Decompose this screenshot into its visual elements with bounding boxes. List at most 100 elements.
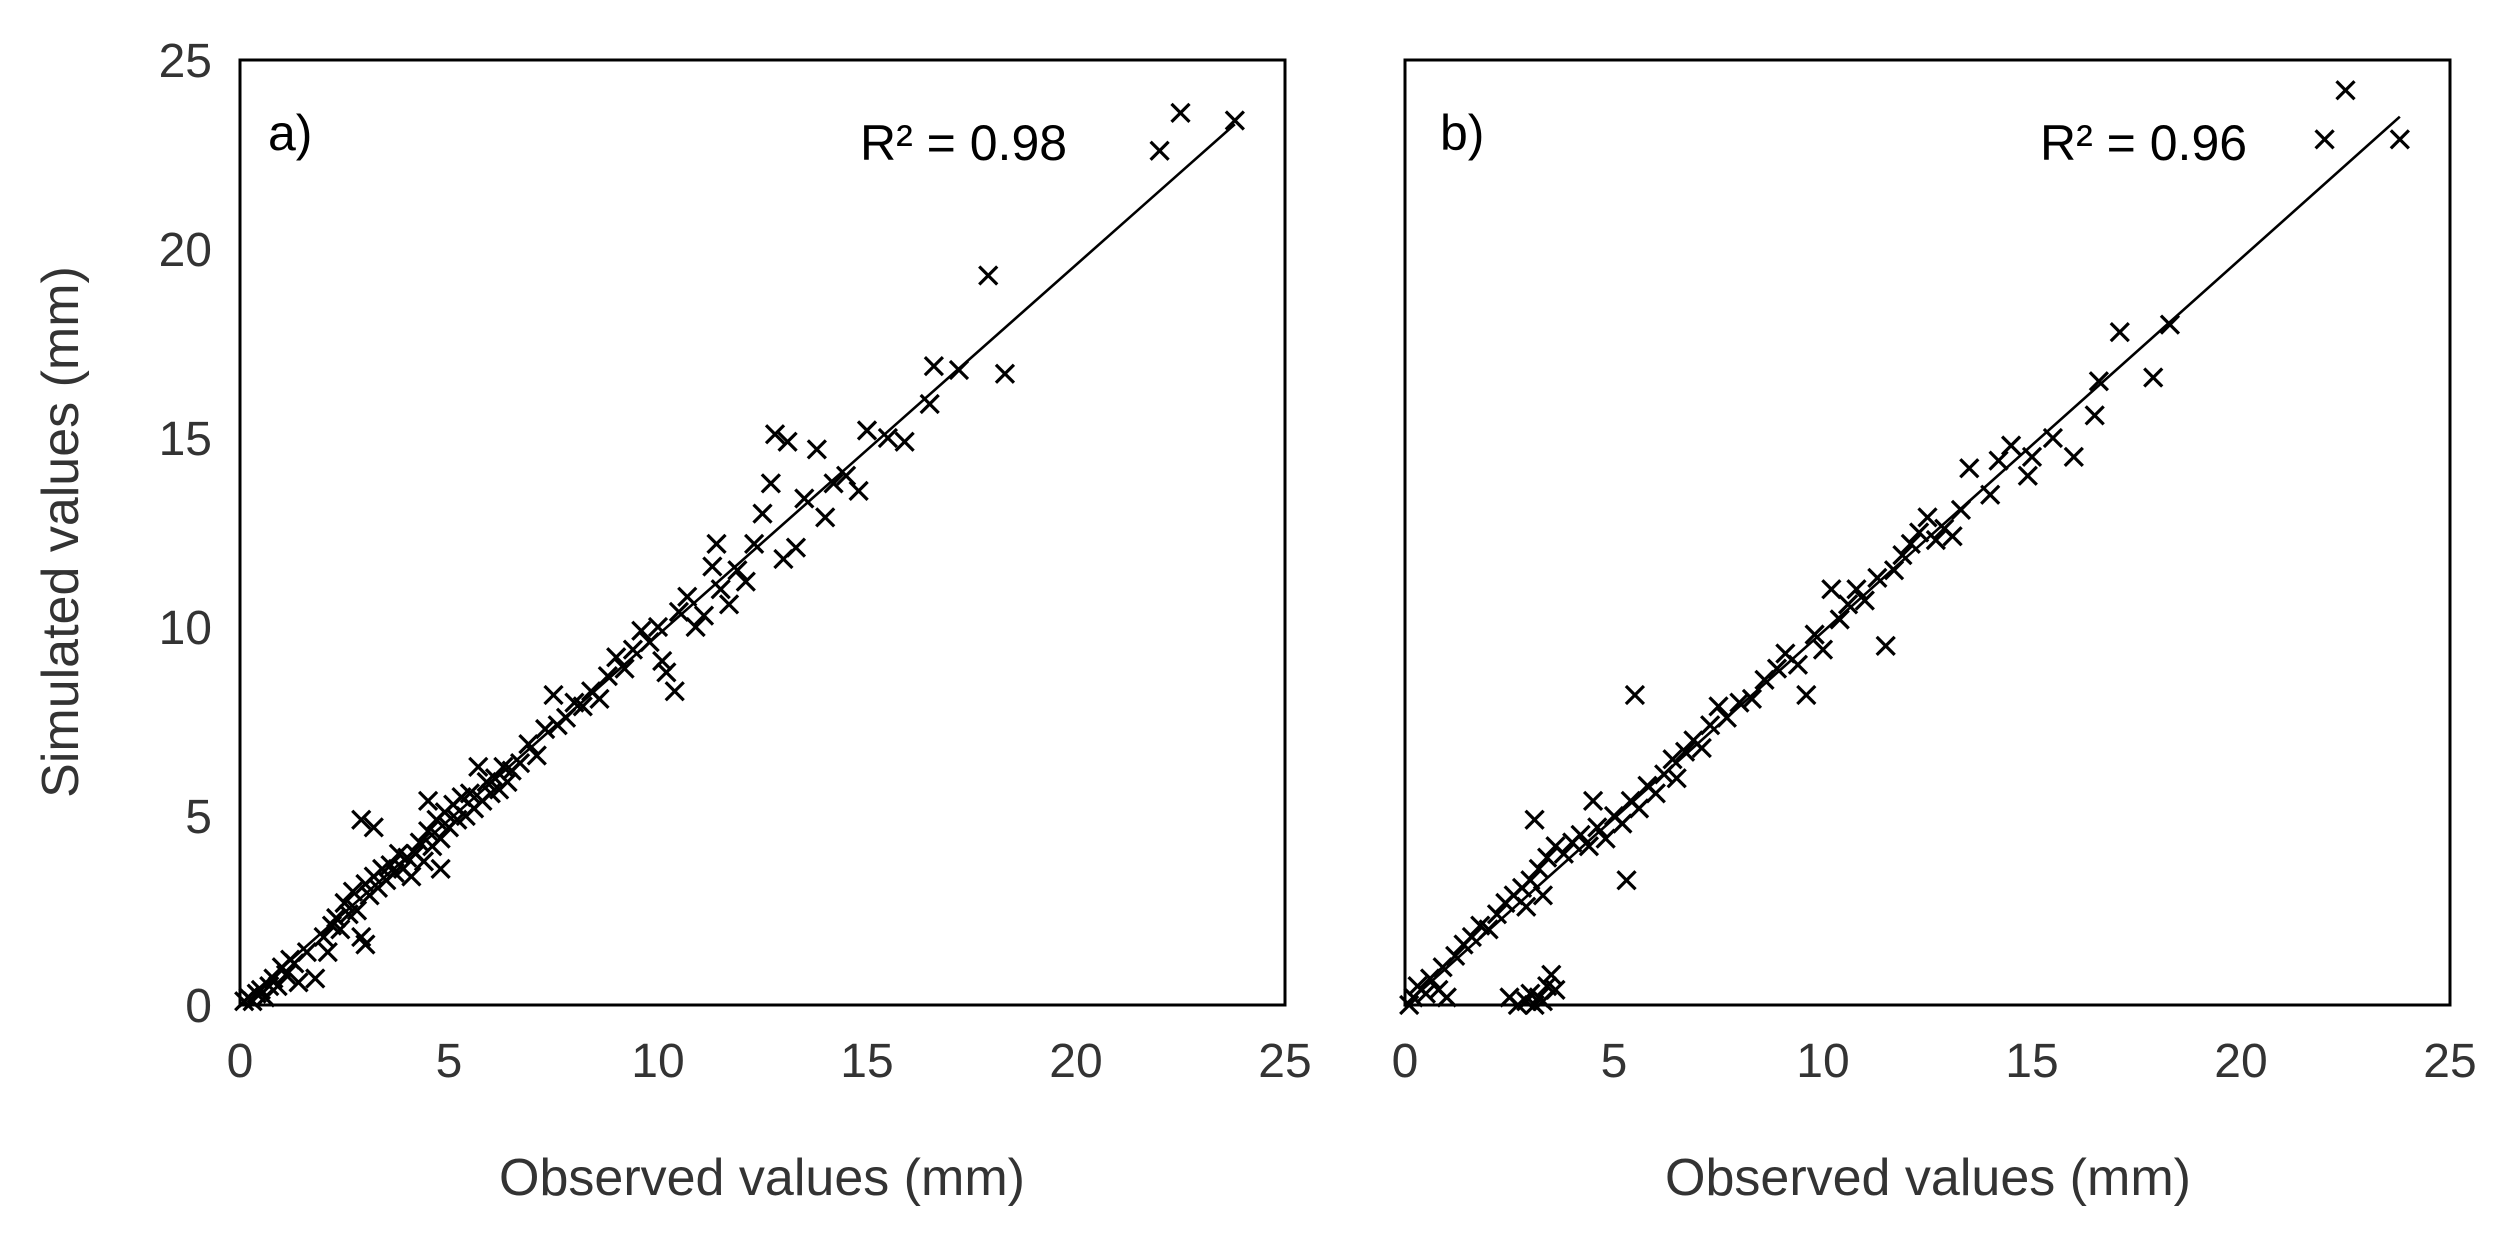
panel-a-point-24 (346, 900, 368, 921)
panel-a-point-40 (363, 817, 384, 838)
panel-a-point-77 (589, 688, 610, 709)
panel-a-point-105 (794, 488, 815, 509)
panel-a-point-68 (518, 734, 539, 755)
panel-a-trendline-group (239, 123, 1236, 1006)
panel-b-point-36 (1570, 824, 1591, 846)
panel-b-point-54 (1691, 737, 1712, 759)
panel-a-point-19 (326, 907, 347, 929)
panel-a-y-axis-title: Simulated values (mm) (32, 266, 90, 798)
panel-a-point-43 (413, 851, 435, 872)
panel-a-point-100 (760, 473, 781, 494)
panel-b-point-71 (1854, 590, 1875, 611)
panel-a-x-tick-25: 25 (1258, 1035, 1311, 1088)
panel-a-point-56 (468, 756, 489, 777)
panel-b-point-22 (1516, 896, 1537, 917)
panel-a-x-tick-5: 5 (436, 1035, 463, 1088)
panel-a-point-109 (835, 465, 857, 486)
panel-a-point-103 (777, 431, 798, 452)
panel-b-point-1 (1403, 987, 1424, 1008)
panel-b-x-tick-5: 5 (1601, 1035, 1628, 1088)
panel-a-point-117 (978, 265, 999, 286)
panel-a-point-86 (656, 662, 677, 683)
panel-b-point-38 (1582, 790, 1604, 812)
panel-b-point-97 (2335, 80, 2356, 101)
panel-b-point-37 (1578, 836, 1600, 857)
panel-b-point-68 (1829, 609, 1850, 630)
panel-b-label: b) (1440, 105, 1484, 161)
panel-a-point-91 (693, 605, 715, 626)
panel-a-point-26 (355, 934, 376, 955)
panel-b-point-49 (1654, 764, 1675, 785)
panel-b-point-39 (1587, 817, 1608, 838)
panel-b-x-axis-title: Observed values (mm) (1665, 1149, 2191, 1207)
panel-a-y-tick-5: 5 (185, 791, 212, 844)
panel-a-y-tick-15: 15 (159, 413, 212, 466)
panel-a-point-107 (815, 507, 836, 528)
panel-b-point-73 (1875, 635, 1896, 657)
panel-b-point-59 (1741, 688, 1763, 709)
panel-b-point-84 (1980, 484, 2001, 505)
panel-b-point-48 (1645, 783, 1666, 804)
panel-b-point-42 (1612, 813, 1633, 834)
panel-a-point-101 (764, 424, 786, 445)
panel-b-point-79 (1925, 529, 1946, 551)
panel-a-r-squared: R² = 0.98 (860, 115, 1067, 171)
panel-b-point-45 (1624, 684, 1646, 706)
panel-a-point-70 (535, 718, 556, 740)
panel-b-point-69 (1837, 594, 1859, 615)
panel-b-point-95 (2159, 314, 2181, 335)
panel-b-point-96 (2314, 129, 2335, 150)
panel-b-point-50 (1662, 749, 1683, 770)
panel-b-point-90 (2063, 446, 2084, 468)
panel-a-point-54 (459, 783, 481, 804)
panel-b-point-77 (1909, 522, 1930, 543)
panel-b-point-21 (1524, 809, 1545, 830)
panel-a-point-65 (417, 790, 439, 812)
panel-b-point-87 (2017, 465, 2038, 486)
panel-a-chart: a) R² = 0.98 0 5 10 15 20 25 0 5 10 15 20 25 Observ… (32, 35, 1312, 1207)
panel-a-point-66 (430, 858, 451, 880)
panel-b-point-19 (1536, 847, 1558, 868)
panel-b-point-46 (1628, 798, 1650, 819)
panel-b-point-32 (1541, 964, 1562, 985)
panel-b-point-56 (1708, 696, 1729, 717)
panel-a-point-67 (509, 752, 531, 774)
panel-a-point-96 (727, 560, 748, 581)
panel-b-plot-area (1403, 58, 2452, 1007)
panel-a-point-94 (710, 579, 731, 600)
panel-a-point-85 (652, 650, 673, 672)
panel-a-point-99 (752, 503, 773, 524)
panel-a-point-8 (267, 975, 288, 997)
panel-a-y-tick-10: 10 (159, 602, 212, 655)
panel-b-point-93 (2109, 322, 2130, 343)
panel-a-point-17 (317, 941, 338, 963)
panel-a-point-78 (597, 666, 618, 687)
panel-b-point-72 (1867, 567, 1888, 588)
panel-a-point-113 (894, 431, 915, 452)
panel-a-point-38 (401, 866, 422, 887)
panel-a-point-118 (994, 363, 1016, 384)
panel-b-point-83 (1959, 458, 1980, 479)
panel-a-point-80 (614, 658, 635, 679)
panel-a-point-82 (631, 620, 652, 641)
panel-a-ticks: 0 5 10 15 20 25 0 5 10 15 20 25 (159, 35, 1312, 1088)
panel-b-point-65 (1804, 624, 1825, 645)
panel-a-x-tick-10: 10 (631, 1035, 684, 1088)
panel-b-point-94 (2143, 367, 2164, 388)
panel-b-points (1399, 80, 2410, 1016)
panel-b-point-55 (1700, 715, 1721, 736)
panel-b-point-13 (1486, 904, 1508, 925)
panel-b-point-57 (1716, 707, 1737, 728)
panel-b-point-33 (1545, 979, 1566, 1001)
panel-b-point-18 (1528, 858, 1549, 880)
panel-b-x-tick-25: 25 (2423, 1035, 2476, 1088)
panel-b-point-81 (1942, 526, 1963, 547)
panel-a-point-16 (313, 926, 334, 948)
panel-a-points (234, 102, 1245, 1012)
panel-b-point-92 (2088, 371, 2110, 392)
panel-a-point-97 (735, 571, 756, 592)
panel-a-point-21 (334, 892, 355, 914)
panel-a-trendline (239, 123, 1236, 1006)
panel-a-plot-area (238, 58, 1287, 1007)
